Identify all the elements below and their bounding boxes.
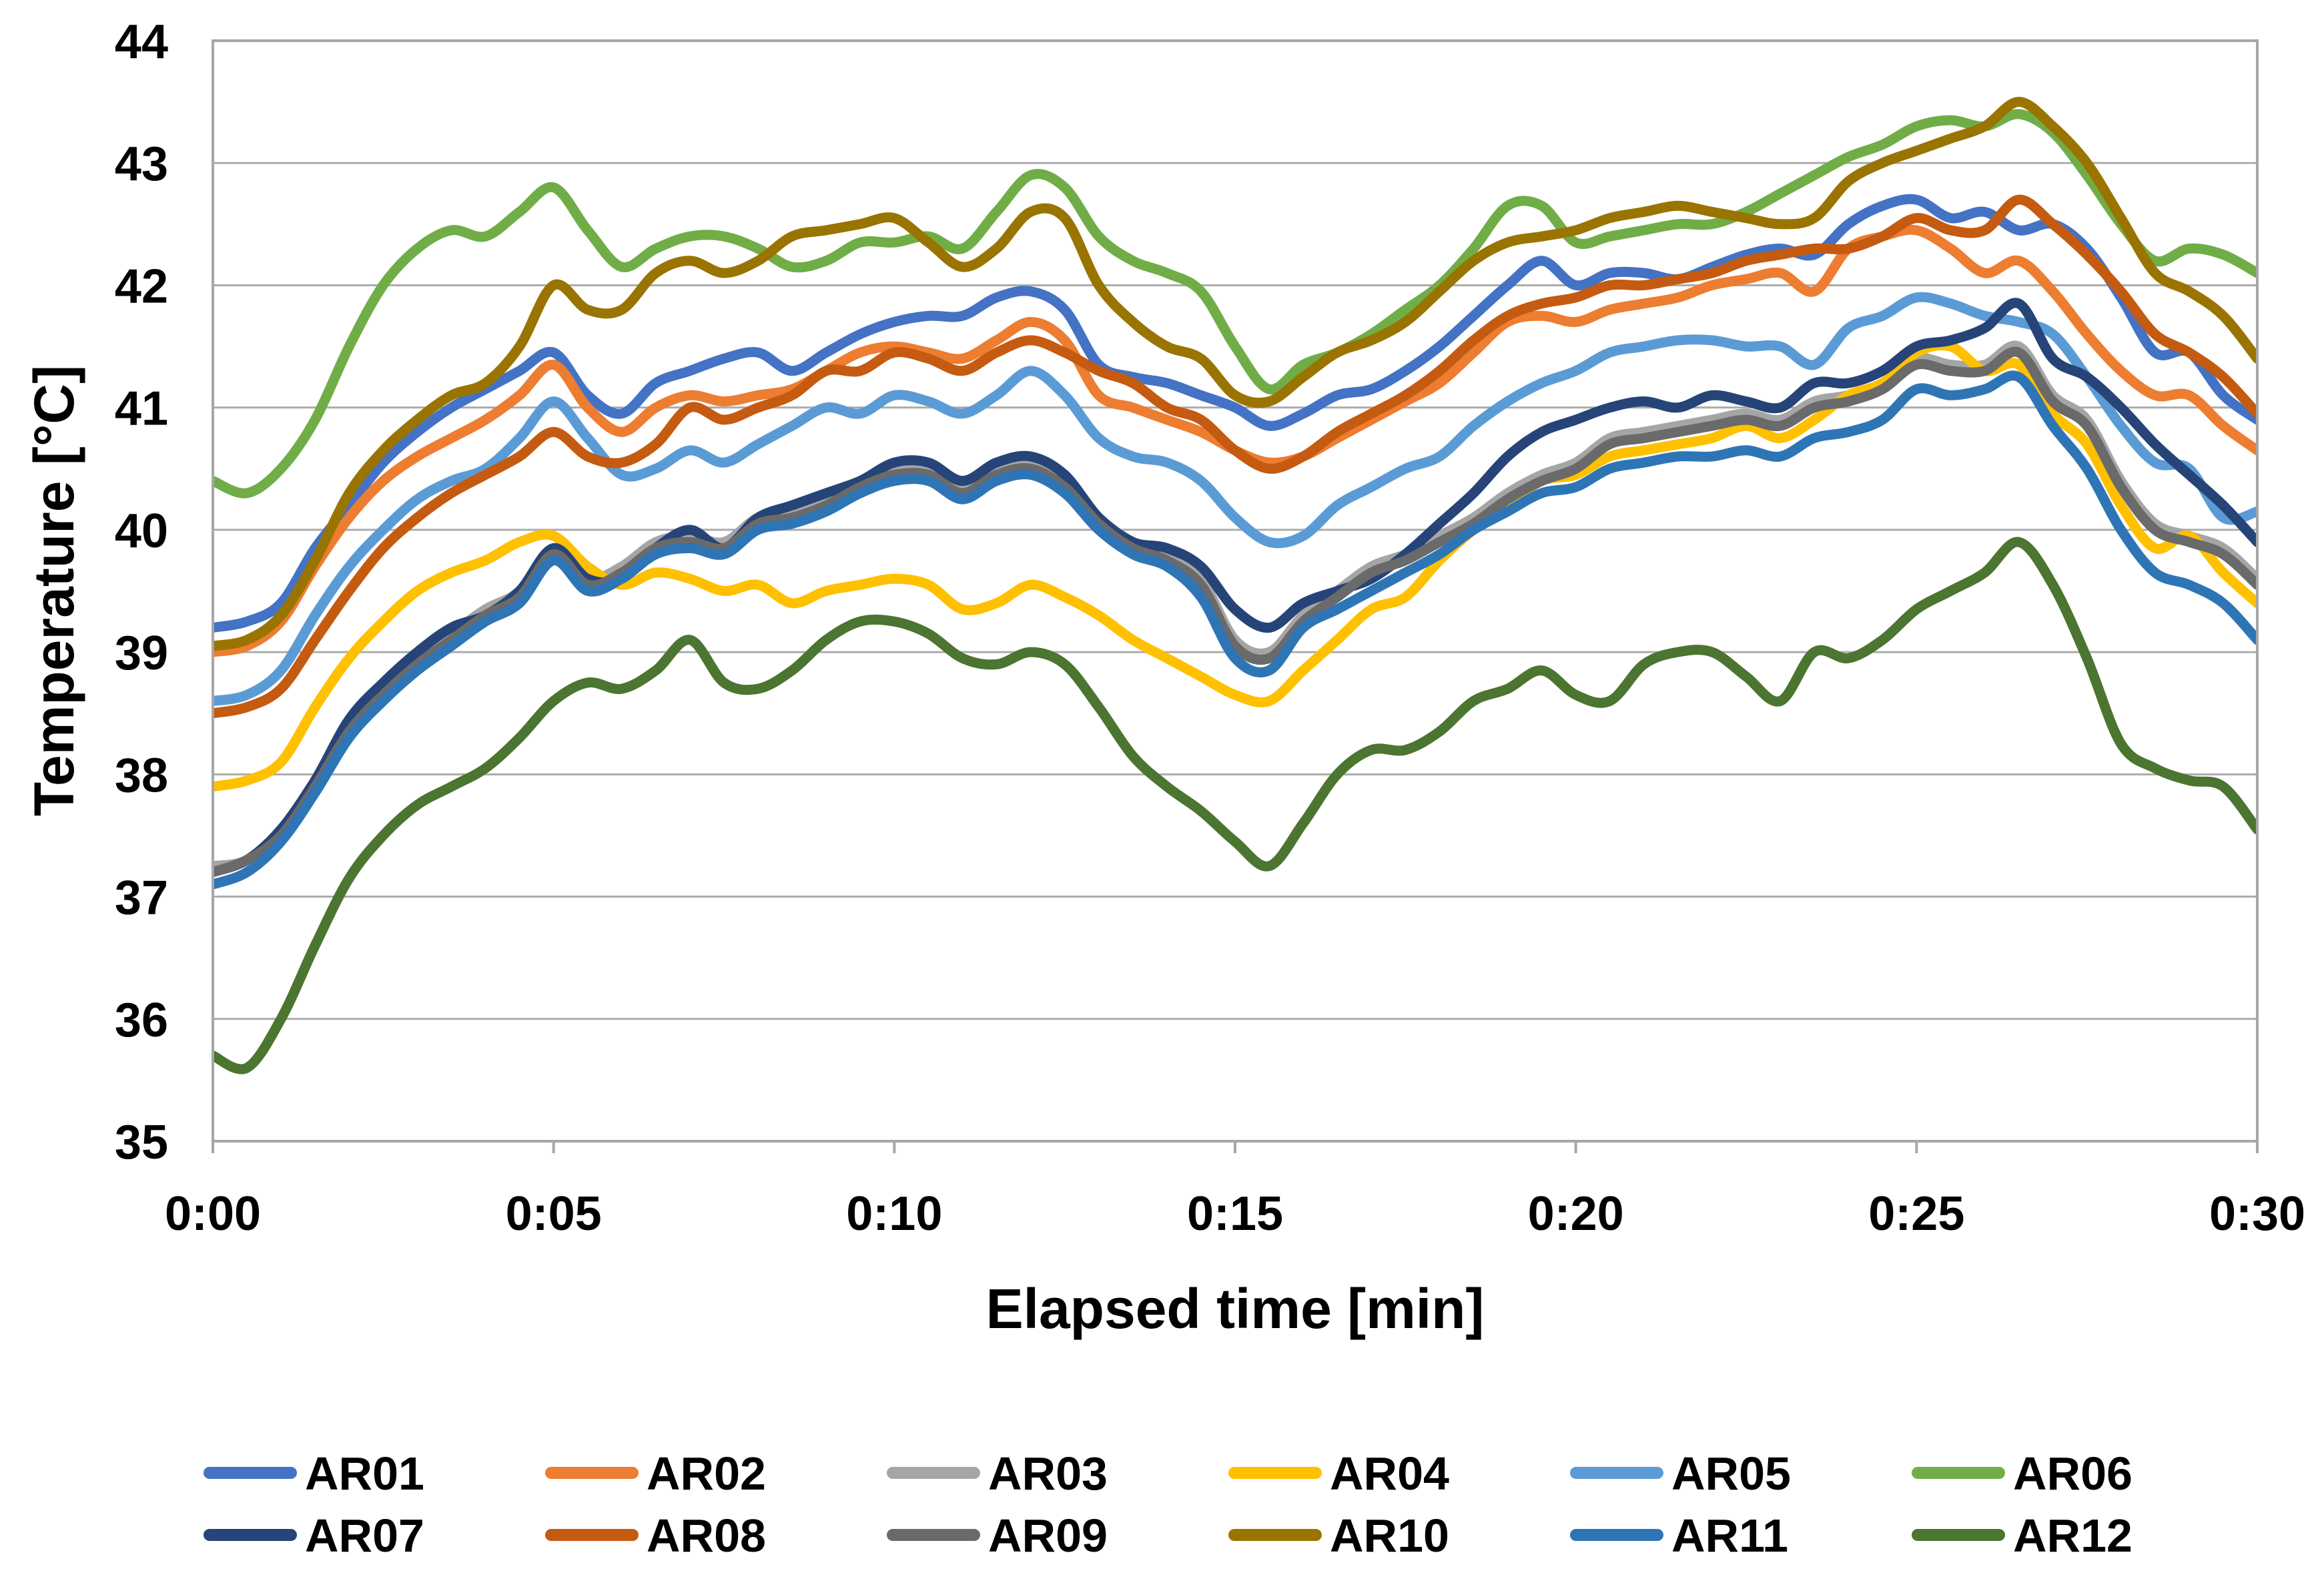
series-lines — [213, 97, 2257, 1074]
y-tick-label-35: 35 — [115, 1116, 168, 1169]
legend-swatch-AR12 — [1912, 1529, 2005, 1541]
x-tick-label-0:15: 0:15 — [1187, 1187, 1283, 1241]
legend-swatch-AR11 — [1570, 1529, 1663, 1541]
x-tick-label-0:05: 0:05 — [506, 1187, 602, 1241]
y-axis-tick-labels: 35 36 37 38 39 40 41 42 43 44 — [115, 15, 168, 1169]
y-tick-label-37: 37 — [115, 872, 168, 925]
legend-swatch-AR08 — [545, 1529, 639, 1541]
legend-item-AR06: AR06 — [1912, 1448, 2133, 1500]
legend-label-AR10: AR10 — [1330, 1510, 1449, 1562]
legend-label-AR11: AR11 — [1671, 1510, 1788, 1562]
legend-label-AR09: AR09 — [988, 1510, 1108, 1562]
legend-item-AR03: AR03 — [887, 1448, 1108, 1500]
series-line-AR05 — [213, 292, 2257, 706]
x-tick-label-0:00: 0:00 — [165, 1187, 261, 1241]
legend-swatch-AR04 — [1228, 1467, 1322, 1479]
legend-swatch-AR09 — [887, 1529, 980, 1541]
legend-item-AR07: AR07 — [204, 1510, 424, 1562]
legend-label-AR04: AR04 — [1330, 1448, 1449, 1500]
legend-swatch-AR02 — [545, 1467, 639, 1479]
series-line-AR12 — [213, 537, 2257, 1074]
legend-swatch-AR05 — [1570, 1467, 1663, 1479]
legend-item-AR05: AR05 — [1570, 1448, 1791, 1500]
legend-swatch-AR01 — [204, 1467, 297, 1479]
legend-label-AR05: AR05 — [1671, 1448, 1791, 1500]
x-tick-label-0:30: 0:30 — [2209, 1187, 2305, 1241]
x-tick-label-0:25: 0:25 — [1868, 1187, 1964, 1241]
series-line-AR01 — [213, 194, 2257, 633]
series-line-AR04 — [213, 340, 2257, 792]
legend-label-AR12: AR12 — [2013, 1510, 2133, 1562]
legend-swatch-AR06 — [1912, 1467, 2005, 1479]
legend-item-AR08: AR08 — [545, 1510, 766, 1562]
legend-item-AR12: AR12 — [1912, 1510, 2133, 1562]
y-tick-label-41: 41 — [115, 382, 168, 436]
legend-swatch-AR07 — [204, 1529, 297, 1541]
x-tick-label-0:20: 0:20 — [1528, 1187, 1624, 1241]
y-tick-label-43: 43 — [115, 137, 168, 191]
legend-item-AR09: AR09 — [887, 1510, 1108, 1562]
legend-item-AR11: AR11 — [1570, 1510, 1788, 1562]
legend-label-AR03: AR03 — [988, 1448, 1108, 1500]
legend-label-AR07: AR07 — [305, 1510, 424, 1562]
legend-item-AR04: AR04 — [1228, 1448, 1449, 1500]
legend-label-AR06: AR06 — [2013, 1448, 2133, 1500]
x-axis-title: Elapsed time [min] — [986, 1277, 1485, 1340]
legend-swatch-AR10 — [1228, 1529, 1322, 1541]
series-line-AR11 — [213, 370, 2257, 890]
y-tick-label-40: 40 — [115, 505, 168, 558]
legend-label-AR02: AR02 — [647, 1448, 766, 1500]
legend-label-AR01: AR01 — [305, 1448, 424, 1500]
legend: AR01 AR02 AR03 AR04 AR05 AR06 AR07 AR08 AR09 AR10… — [204, 1448, 2133, 1562]
series-line-AR08 — [213, 194, 2257, 719]
x-tick-label-0:10: 0:10 — [846, 1187, 942, 1241]
legend-label-AR08: AR08 — [647, 1510, 766, 1562]
legend-item-AR10: AR10 — [1228, 1510, 1449, 1562]
y-tick-label-44: 44 — [115, 15, 168, 69]
y-tick-label-38: 38 — [115, 749, 168, 802]
legend-item-AR01: AR01 — [204, 1448, 424, 1500]
x-axis-tick-marks — [212, 1141, 2259, 1153]
x-axis-tick-labels: 0:00 0:05 0:10 0:15 0:20 0:25 0:30 — [165, 1187, 2305, 1241]
legend-swatch-AR03 — [887, 1467, 980, 1479]
legend-item-AR02: AR02 — [545, 1448, 766, 1500]
y-tick-label-42: 42 — [115, 260, 168, 313]
y-tick-label-36: 36 — [115, 994, 168, 1047]
series-line-AR06 — [213, 109, 2257, 499]
series-line-AR10 — [213, 97, 2257, 651]
y-axis-title: Temperature [°C] — [23, 365, 85, 816]
y-tick-label-39: 39 — [115, 627, 168, 680]
